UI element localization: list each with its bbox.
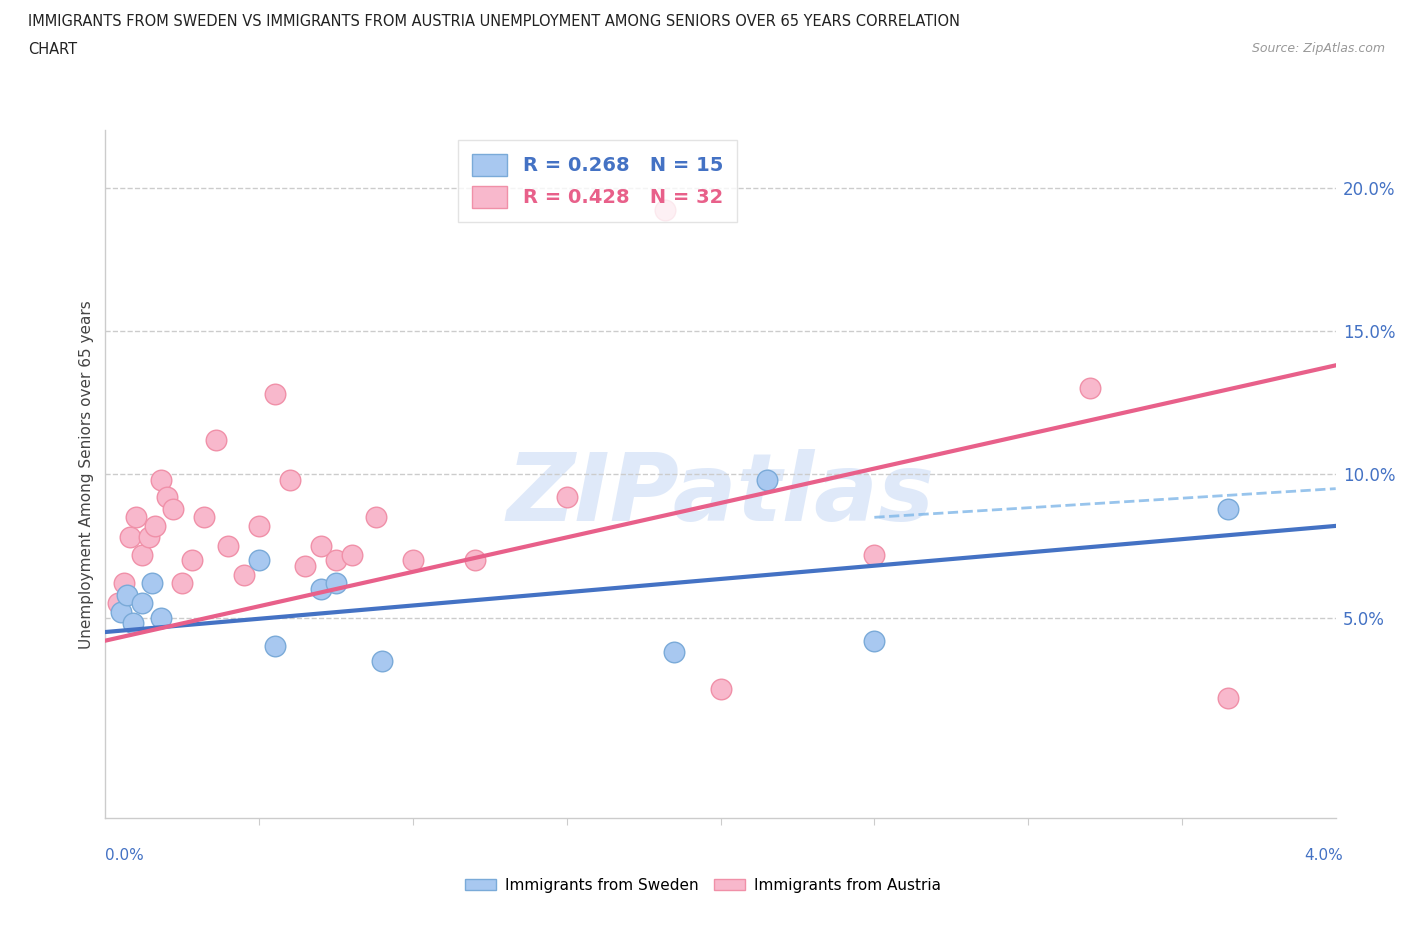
Point	[110, 604, 132, 619]
Point	[115, 588, 138, 603]
Point	[162, 501, 184, 516]
Point	[555, 490, 578, 505]
Point	[131, 547, 153, 562]
Point	[325, 552, 347, 567]
Text: 0.0%: 0.0%	[105, 848, 145, 863]
Text: ZIPatlas: ZIPatlas	[506, 449, 935, 541]
Text: Source: ZipAtlas.com: Source: ZipAtlas.com	[1251, 42, 1385, 55]
Point	[120, 530, 141, 545]
Point	[755, 472, 778, 487]
Point	[1078, 381, 1101, 396]
Point	[710, 682, 733, 697]
Text: CHART: CHART	[28, 42, 77, 57]
Point	[654, 203, 676, 218]
Point	[247, 519, 270, 534]
Point	[1216, 690, 1239, 706]
Point	[464, 552, 486, 567]
Point	[402, 552, 425, 567]
Point	[122, 616, 145, 631]
Point	[107, 596, 129, 611]
Text: IMMIGRANTS FROM SWEDEN VS IMMIGRANTS FROM AUSTRIA UNEMPLOYMENT AMONG SENIORS OVE: IMMIGRANTS FROM SWEDEN VS IMMIGRANTS FRO…	[28, 14, 960, 29]
Point	[143, 519, 166, 534]
Point	[247, 552, 270, 567]
Point	[863, 633, 886, 648]
Point	[664, 644, 686, 659]
Point	[193, 510, 215, 525]
Point	[138, 530, 160, 545]
Point	[156, 490, 179, 505]
Text: 4.0%: 4.0%	[1303, 848, 1343, 863]
Legend: R = 0.268   N = 15, R = 0.428   N = 32: R = 0.268 N = 15, R = 0.428 N = 32	[458, 140, 737, 221]
Point	[112, 576, 135, 591]
Point	[263, 639, 285, 654]
Point	[1216, 501, 1239, 516]
Y-axis label: Unemployment Among Seniors over 65 years: Unemployment Among Seniors over 65 years	[79, 300, 94, 649]
Point	[180, 552, 202, 567]
Point	[149, 610, 172, 625]
Point	[218, 538, 240, 553]
Point	[125, 510, 148, 525]
Point	[325, 576, 347, 591]
Point	[172, 576, 194, 591]
Point	[371, 653, 394, 668]
Point	[232, 567, 254, 582]
Point	[309, 581, 332, 596]
Point	[340, 547, 363, 562]
Point	[863, 547, 886, 562]
Point	[366, 510, 388, 525]
Point	[131, 596, 153, 611]
Legend: Immigrants from Sweden, Immigrants from Austria: Immigrants from Sweden, Immigrants from …	[460, 872, 946, 899]
Point	[205, 432, 228, 447]
Point	[309, 538, 332, 553]
Point	[141, 576, 163, 591]
Point	[294, 559, 316, 574]
Point	[278, 472, 301, 487]
Point	[149, 472, 172, 487]
Point	[263, 387, 285, 402]
